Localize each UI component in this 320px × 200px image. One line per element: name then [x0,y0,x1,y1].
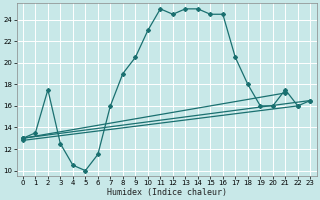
X-axis label: Humidex (Indice chaleur): Humidex (Indice chaleur) [107,188,227,197]
